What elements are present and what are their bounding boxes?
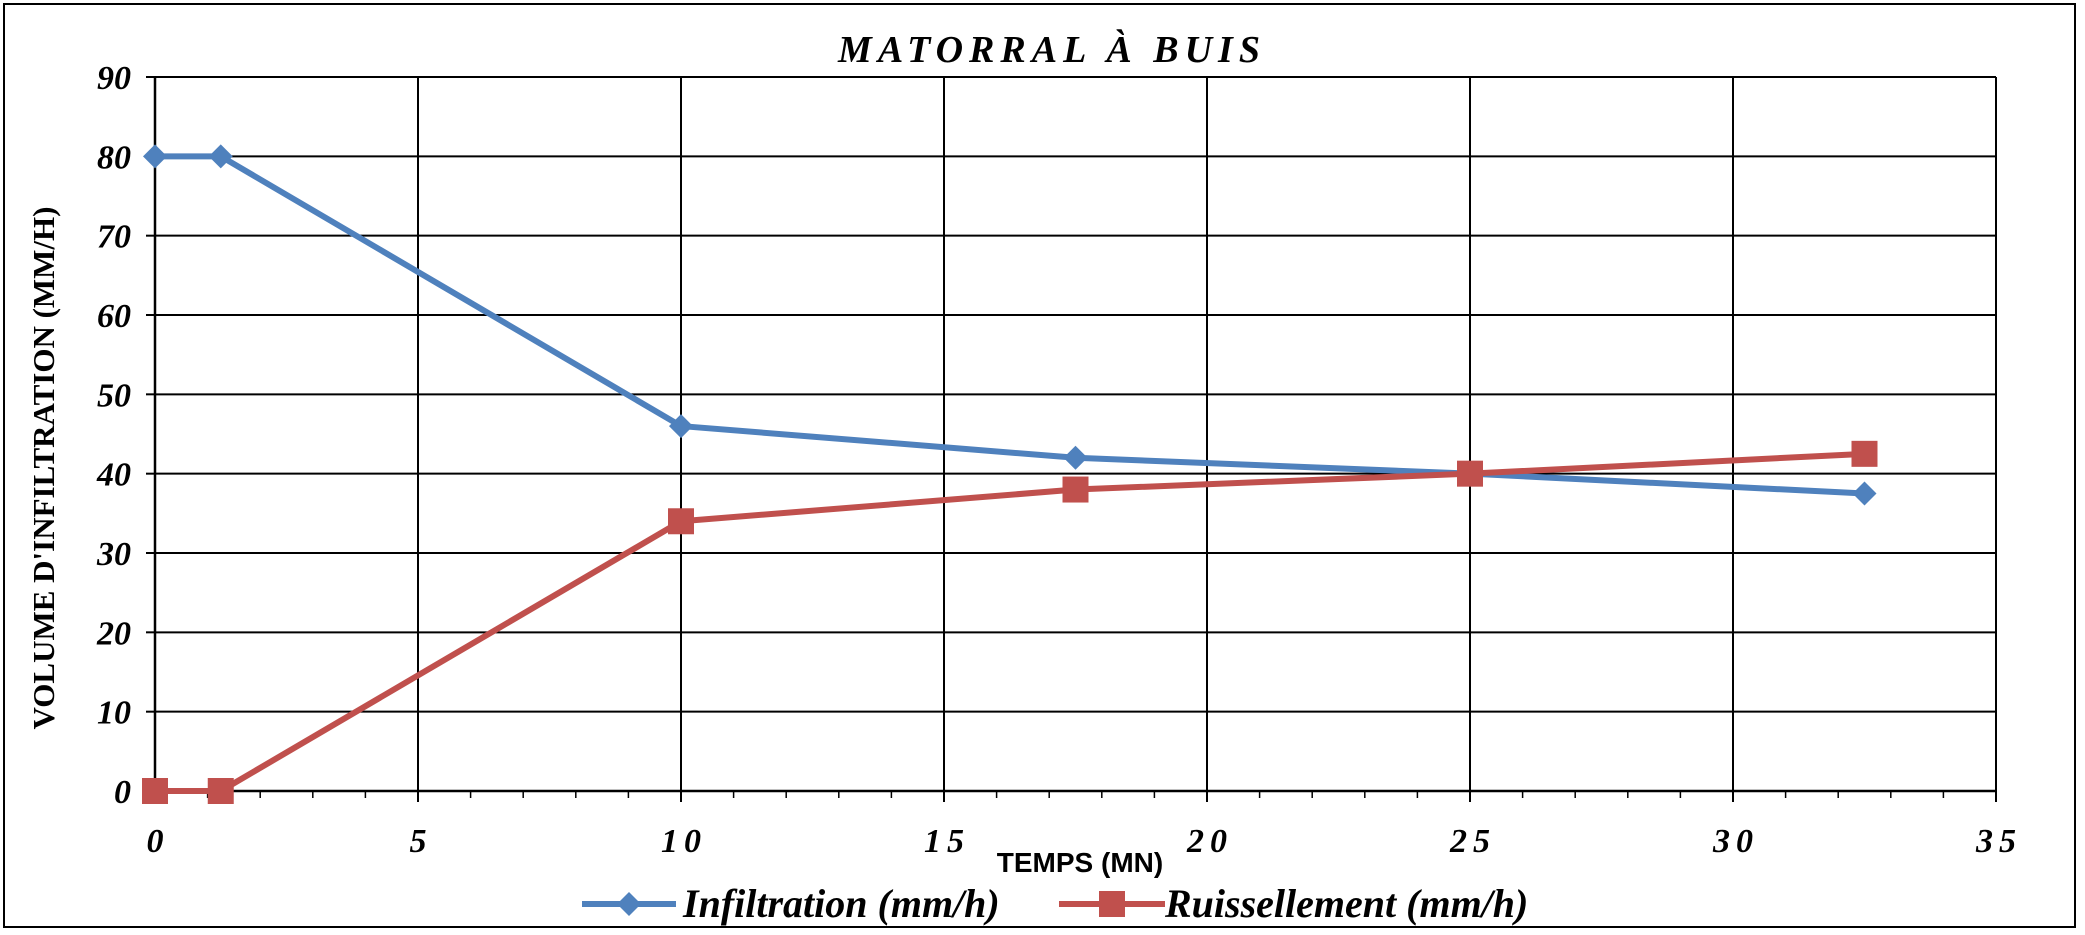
x-tick-label: 20 bbox=[1186, 823, 1233, 860]
grid bbox=[155, 76, 1997, 791]
y-tick-label: 70 bbox=[97, 219, 131, 256]
chart-title: MATORRAL À BUIS bbox=[837, 29, 1266, 71]
y-tick-label: 0 bbox=[114, 774, 131, 811]
y-tick-label: 60 bbox=[97, 298, 131, 335]
legend-label: Ruissellement (mm/h) bbox=[1164, 881, 1528, 926]
x-tick-label: 10 bbox=[661, 823, 707, 860]
data-point bbox=[668, 508, 694, 535]
y-tick-label: 80 bbox=[97, 139, 131, 176]
axes bbox=[146, 76, 1997, 802]
y-tick-label: 40 bbox=[96, 457, 131, 494]
data-point bbox=[142, 778, 168, 804]
y-tick-labels: 0 10 20 30 40 50 60 70 80 90 bbox=[96, 60, 131, 811]
x-tick-label: 15 bbox=[924, 823, 970, 860]
y-axis-label: VOLUME D'INFILTRATION (MM/H) bbox=[26, 207, 61, 730]
legend-marker bbox=[1099, 891, 1125, 917]
data-point bbox=[1852, 481, 1877, 506]
series-ruissellement bbox=[142, 440, 1878, 804]
data-point bbox=[1063, 445, 1088, 470]
legend-label: Infiltration (mm/h) bbox=[682, 881, 1000, 926]
legend-item: Ruissellement (mm/h) bbox=[1059, 881, 1528, 926]
x-tick-labels: 0 5 10 15 20 25 30 35 bbox=[147, 823, 2022, 860]
legend-marker bbox=[617, 892, 641, 916]
y-tick-label: 30 bbox=[96, 536, 131, 573]
x-tick-label: 0 bbox=[147, 823, 170, 860]
y-tick-label: 10 bbox=[97, 695, 131, 732]
data-point bbox=[1851, 440, 1878, 467]
x-tick-label: 35 bbox=[1975, 823, 2022, 860]
series-line bbox=[155, 450, 1865, 794]
y-tick-label: 20 bbox=[96, 615, 131, 652]
y-tick-label: 50 bbox=[97, 377, 131, 414]
data-point bbox=[143, 144, 167, 169]
y-tick-label: 90 bbox=[97, 60, 131, 97]
x-tick-label: 30 bbox=[1712, 823, 1759, 860]
data-point bbox=[208, 144, 233, 169]
series-line bbox=[155, 153, 1865, 497]
x-tick-label: 5 bbox=[410, 823, 433, 860]
data-point bbox=[669, 414, 693, 439]
data-point bbox=[1457, 460, 1483, 487]
data-point bbox=[1062, 476, 1089, 503]
x-tick-label: 25 bbox=[1449, 823, 1496, 860]
series-layer bbox=[142, 144, 1878, 804]
data-point bbox=[207, 778, 234, 804]
legend-item: Infiltration (mm/h) bbox=[582, 881, 1000, 926]
legend: Infiltration (mm/h) Ruissellement (mm/h) bbox=[582, 881, 1528, 926]
series-infiltration bbox=[143, 144, 1877, 506]
x-axis-label: TEMPS (MN) bbox=[997, 847, 1163, 878]
